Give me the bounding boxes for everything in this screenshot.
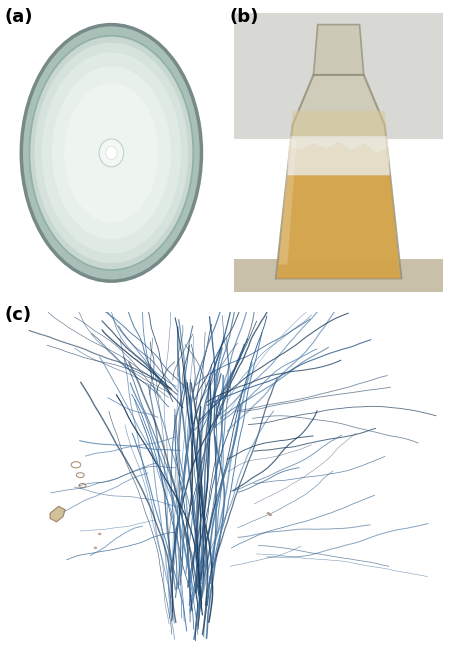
Polygon shape (276, 75, 401, 278)
Polygon shape (289, 136, 388, 153)
Ellipse shape (21, 25, 202, 281)
Ellipse shape (269, 513, 272, 516)
Ellipse shape (106, 146, 117, 159)
Polygon shape (277, 175, 400, 278)
Ellipse shape (64, 83, 158, 222)
Polygon shape (288, 142, 390, 175)
Text: (a): (a) (5, 8, 33, 26)
Polygon shape (50, 506, 65, 522)
Text: (c): (c) (4, 306, 32, 323)
Ellipse shape (266, 512, 270, 515)
Polygon shape (291, 111, 387, 136)
Ellipse shape (35, 43, 188, 263)
Ellipse shape (99, 139, 124, 167)
Polygon shape (314, 25, 364, 75)
Ellipse shape (94, 546, 97, 549)
Polygon shape (279, 139, 297, 265)
Bar (234, 259, 443, 292)
Bar (234, 13, 443, 139)
Ellipse shape (29, 36, 194, 270)
Text: (b): (b) (230, 8, 259, 26)
Ellipse shape (98, 533, 101, 535)
Ellipse shape (42, 52, 181, 253)
Ellipse shape (52, 67, 171, 239)
